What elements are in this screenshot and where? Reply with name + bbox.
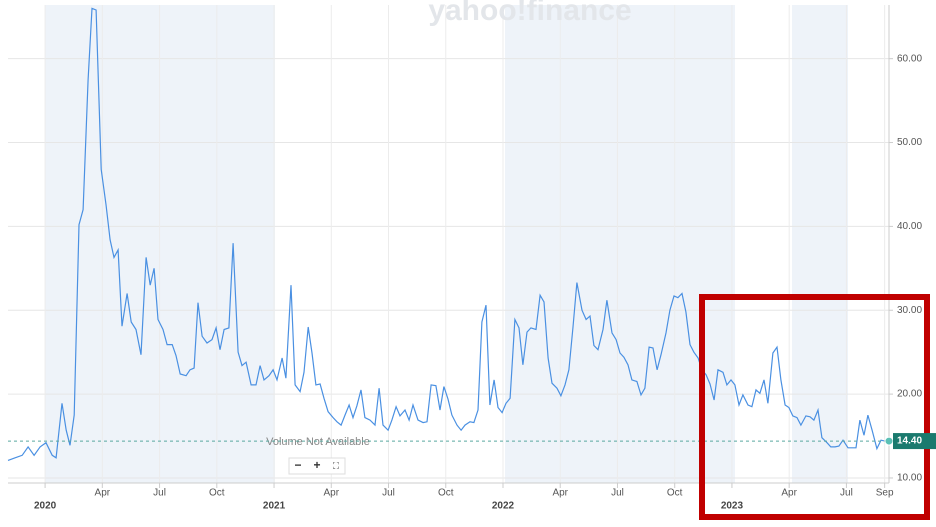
zoom-in[interactable]: + (313, 458, 320, 472)
x-tick-label: 2023 (721, 501, 744, 512)
grid (8, 5, 893, 488)
y-tick-label: 60.00 (897, 53, 922, 64)
zoom-out[interactable]: − (294, 458, 301, 472)
x-tick-label: Apr (323, 488, 339, 499)
y-tick-label: 10.00 (897, 473, 922, 484)
zoom-controls: − + ⛶ (288, 457, 346, 475)
current-badge (893, 433, 936, 450)
highlight-box (699, 294, 930, 520)
x-tick-label: 2020 (34, 501, 57, 512)
x-tick-label: Jul (382, 488, 395, 499)
x-tick-label: Oct (667, 488, 683, 499)
band-shade (792, 5, 848, 483)
y-tick-label: 30.00 (897, 305, 922, 316)
volume-note: Volume Not Available (266, 436, 370, 448)
fullscreen[interactable]: ⛶ (332, 460, 340, 470)
watermark: yahoo!finance (428, 0, 631, 27)
y-tick-label: 20.00 (897, 389, 922, 400)
x-tick-label: Apr (781, 488, 797, 499)
band-shade (505, 5, 735, 483)
controls-box (288, 457, 346, 475)
current-dot (884, 436, 894, 446)
current-label: 14.40 (897, 436, 922, 447)
y-tick-label: 50.00 (897, 137, 922, 148)
x-tick-label: Oct (438, 488, 454, 499)
x-tick-label: Apr (552, 488, 568, 499)
y-tick-label: 40.00 (897, 221, 922, 232)
price-line (7, 7, 886, 461)
x-tick-label: Oct (209, 488, 225, 499)
x-tick-label: Apr (95, 488, 111, 499)
marks (7, 7, 894, 461)
x-tick-label: 2022 (492, 501, 515, 512)
x-tick-label: Sep (876, 488, 894, 499)
x-tick-label: Jul (153, 488, 166, 499)
x-tick-label: Jul (840, 488, 853, 499)
x-tick-label: Jul (611, 488, 624, 499)
x-tick-label: 2021 (263, 501, 286, 512)
